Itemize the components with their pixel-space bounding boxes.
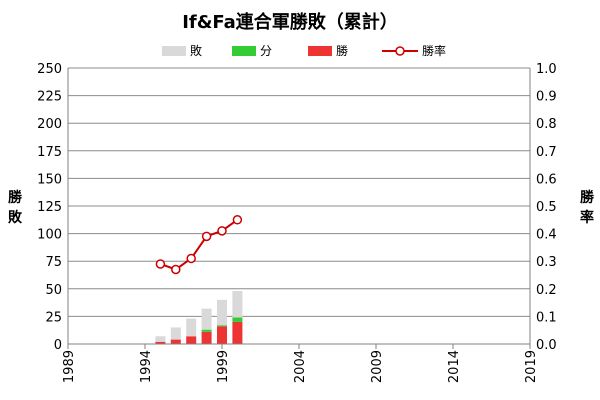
win-rate-point [201,231,212,242]
right-tick-label: 0.1 [536,310,557,325]
left-tick-label: 0 [54,338,62,353]
left-tick-label: 75 [45,255,62,270]
bar-分 [232,317,243,322]
legend-swatch-勝 [308,46,332,56]
right-tick-label: 0.6 [536,172,557,187]
left-axis-title: 勝 [8,189,23,206]
legend-label-勝: 勝 [336,43,348,58]
right-axis-ticks: 0.0 0.1 0.2 0.3 0.4 0.5 0.6 0.7 0.8 0.9 1.0 [536,62,557,353]
left-tick-label: 25 [45,310,62,325]
legend-label-勝率: 勝率 [422,43,446,58]
x-axis-ticks: 1989 1994 1999 2004 2009 2014 2019 [62,350,539,383]
right-tick-label: 1.0 [536,62,557,77]
right-tick-label: 0.5 [536,200,557,215]
right-tick-label: 0.4 [536,228,557,243]
bar-勝 [170,339,181,344]
legend: 敗 分 勝 勝率 [162,43,446,58]
right-tick-label: 0.8 [536,117,557,132]
legend-swatch-分 [232,46,256,56]
bar-敗 [217,299,227,326]
bar-敗 [155,336,166,342]
win-rate-line [155,215,243,275]
left-tick-label: 225 [37,90,62,105]
win-rate-point [232,215,243,225]
right-tick-label: 0.9 [536,90,557,105]
chart-title: If&Fa連合軍勝敗（累計） [182,11,398,33]
x-tick-label: 2019 [524,350,539,383]
bar-敗 [201,308,212,330]
grid [68,67,530,317]
legend-label-分: 分 [260,44,272,58]
bars [155,291,243,344]
right-axis-title: 勝 [580,189,595,206]
right-tick-label: 0.7 [536,145,557,160]
bar-分 [217,325,227,327]
right-tick-label: 0.0 [536,338,557,353]
left-axis-title: 敗 [8,209,23,226]
win-rate-point [171,264,181,275]
left-tick-label: 100 [37,228,62,243]
bar-勝 [217,326,227,344]
bar-勝 [232,321,243,344]
x-tick-label: 2014 [447,350,462,383]
win-rate-polyline [160,218,238,271]
x-tick-label: 2009 [370,350,385,383]
win-rate-point [217,226,227,236]
right-tick-label: 0.2 [536,283,557,298]
legend-swatch-敗 [162,46,186,56]
bar-敗 [232,291,243,318]
legend-marker-勝率 [395,46,405,56]
bar-敗 [170,327,181,340]
axes [67,68,531,349]
bar-勝 [155,341,166,344]
bar-分 [201,329,212,332]
x-tick-label: 1994 [139,350,154,383]
left-tick-label: 175 [37,145,62,160]
bar-勝 [201,331,212,344]
win-rate-point [186,253,196,264]
left-axis-ticks: 0 25 50 75 100 125 150 175 200 225 250 [37,62,62,353]
win-rate-point [155,259,166,269]
left-tick-label: 50 [45,283,62,298]
bar-敗 [186,318,197,337]
left-tick-label: 125 [37,200,62,215]
legend-label-敗: 敗 [190,43,202,58]
x-tick-label: 2004 [293,350,308,383]
left-tick-label: 250 [37,62,62,77]
right-axis-title: 率 [580,209,594,226]
right-tick-label: 0.3 [536,255,557,270]
x-tick-label: 1999 [216,350,231,383]
x-tick-label: 1989 [62,350,77,383]
bar-勝 [186,336,197,344]
left-tick-label: 150 [37,172,62,187]
left-tick-label: 200 [37,117,62,132]
